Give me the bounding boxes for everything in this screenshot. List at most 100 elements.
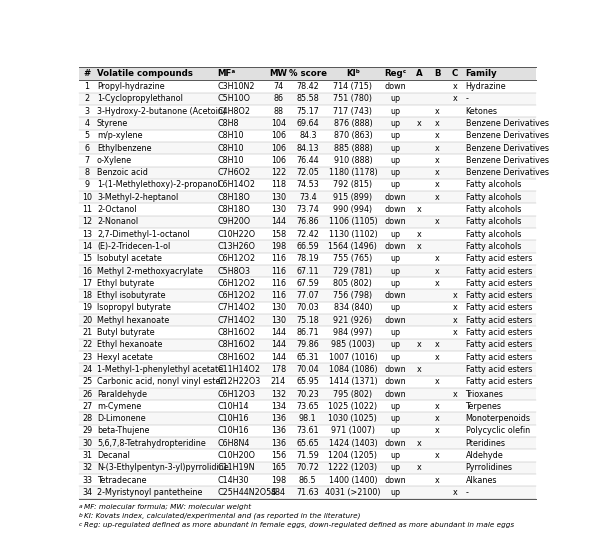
Text: Hexyl acetate: Hexyl acetate xyxy=(97,353,153,361)
Text: x: x xyxy=(434,131,439,140)
Text: C10H22O: C10H22O xyxy=(217,230,256,238)
Text: C3H10N2: C3H10N2 xyxy=(217,82,255,91)
Text: 971 (1007): 971 (1007) xyxy=(331,426,375,436)
Text: 72.05: 72.05 xyxy=(296,168,319,177)
Text: C7H6O2: C7H6O2 xyxy=(217,168,250,177)
Text: 76.86: 76.86 xyxy=(296,217,319,226)
Bar xyxy=(79,400,536,412)
Text: Isopropyl butyrate: Isopropyl butyrate xyxy=(97,303,171,313)
Text: x: x xyxy=(434,143,439,153)
Text: C6H12O2: C6H12O2 xyxy=(217,279,256,288)
Text: x: x xyxy=(416,365,421,374)
Bar xyxy=(79,474,536,487)
Text: Ethyl isobutyrate: Ethyl isobutyrate xyxy=(97,291,166,300)
Text: 79.86: 79.86 xyxy=(296,340,319,350)
Text: C14H30: C14H30 xyxy=(217,476,249,484)
Text: 136: 136 xyxy=(271,426,286,436)
Text: C6H12O2: C6H12O2 xyxy=(217,291,256,300)
Text: 14: 14 xyxy=(82,242,92,251)
Text: Fatty alcohols: Fatty alcohols xyxy=(466,193,521,202)
Bar xyxy=(79,363,536,375)
Text: 71.63: 71.63 xyxy=(296,488,319,497)
Text: down: down xyxy=(384,193,406,202)
Bar xyxy=(79,449,536,462)
Text: 2,7-Dimethyl-1-octanol: 2,7-Dimethyl-1-octanol xyxy=(97,230,190,238)
Text: 144: 144 xyxy=(271,328,286,337)
Bar xyxy=(79,216,536,228)
Text: 1030 (1025): 1030 (1025) xyxy=(328,414,377,423)
Text: Fatty acid esters: Fatty acid esters xyxy=(466,353,532,361)
Text: 86.71: 86.71 xyxy=(296,328,319,337)
Text: Fatty alcohols: Fatty alcohols xyxy=(466,217,521,226)
Bar xyxy=(79,252,536,265)
Text: 12: 12 xyxy=(82,217,92,226)
Text: 116: 116 xyxy=(271,291,286,300)
Text: x: x xyxy=(434,107,439,115)
Text: C4H8O2: C4H8O2 xyxy=(217,107,250,115)
Text: MW: MW xyxy=(269,69,287,78)
Bar xyxy=(79,339,536,351)
Text: KI: Kovats index, calculated/experimental and (as reported in the literature): KI: Kovats index, calculated/experimenta… xyxy=(84,513,361,519)
Text: Fatty acid esters: Fatty acid esters xyxy=(466,303,532,313)
Text: Fatty acid esters: Fatty acid esters xyxy=(466,377,532,386)
Text: 67.59: 67.59 xyxy=(296,279,319,288)
Text: 178: 178 xyxy=(271,365,286,374)
Bar xyxy=(79,129,536,142)
Text: 32: 32 xyxy=(82,463,92,473)
Text: 990 (994): 990 (994) xyxy=(334,205,373,214)
Text: C10H16: C10H16 xyxy=(217,414,249,423)
Text: 84.13: 84.13 xyxy=(296,143,319,153)
Text: 30: 30 xyxy=(82,439,92,448)
Text: -: - xyxy=(466,488,469,497)
Text: Paraldehyde: Paraldehyde xyxy=(97,389,147,398)
Text: x: x xyxy=(434,119,439,128)
Text: -: - xyxy=(466,95,469,103)
Text: 11: 11 xyxy=(82,205,92,214)
Text: 2-Nonanol: 2-Nonanol xyxy=(97,217,138,226)
Text: 106: 106 xyxy=(271,156,286,165)
Text: down: down xyxy=(384,242,406,251)
Text: 106: 106 xyxy=(271,143,286,153)
Text: B: B xyxy=(434,69,440,78)
Text: up: up xyxy=(390,303,400,313)
Text: 75.18: 75.18 xyxy=(296,316,319,325)
Text: 834 (840): 834 (840) xyxy=(334,303,372,313)
Text: 1025 (1022): 1025 (1022) xyxy=(328,402,377,411)
Text: 6: 6 xyxy=(85,143,89,153)
Text: up: up xyxy=(390,488,400,497)
Text: 98.1: 98.1 xyxy=(299,414,317,423)
Text: 66.59: 66.59 xyxy=(296,242,319,251)
Text: 729 (781): 729 (781) xyxy=(334,266,373,275)
Text: Decanal: Decanal xyxy=(97,451,130,460)
Text: Fatty acid esters: Fatty acid esters xyxy=(466,254,532,263)
Text: Propyl-hydrazine: Propyl-hydrazine xyxy=(97,82,164,91)
Bar xyxy=(79,487,536,498)
Text: x: x xyxy=(416,340,421,350)
Text: Fatty acid esters: Fatty acid esters xyxy=(466,365,532,374)
Text: 73.74: 73.74 xyxy=(296,205,319,214)
Text: 915 (899): 915 (899) xyxy=(334,193,373,202)
Bar xyxy=(79,67,536,81)
Text: 144: 144 xyxy=(271,217,286,226)
Text: Ethylbenzene: Ethylbenzene xyxy=(97,143,151,153)
Text: C10H20O: C10H20O xyxy=(217,451,255,460)
Text: C11H19N: C11H19N xyxy=(217,463,255,473)
Text: C5H10O: C5H10O xyxy=(217,95,250,103)
Text: Fatty acid esters: Fatty acid esters xyxy=(466,340,532,350)
Text: x: x xyxy=(416,242,421,251)
Text: up: up xyxy=(390,95,400,103)
Text: 1222 (1203): 1222 (1203) xyxy=(328,463,377,473)
Text: 69.64: 69.64 xyxy=(296,119,319,128)
Text: 104: 104 xyxy=(271,119,286,128)
Bar xyxy=(79,204,536,216)
Text: x: x xyxy=(434,254,439,263)
Text: b: b xyxy=(79,513,82,518)
Text: 85.58: 85.58 xyxy=(296,95,319,103)
Text: 714 (715): 714 (715) xyxy=(334,82,373,91)
Text: 70.03: 70.03 xyxy=(296,303,319,313)
Bar xyxy=(79,314,536,326)
Text: C10H16: C10H16 xyxy=(217,426,249,436)
Text: x: x xyxy=(434,156,439,165)
Text: 3-Methyl-2-heptanol: 3-Methyl-2-heptanol xyxy=(97,193,178,202)
Text: 985 (1003): 985 (1003) xyxy=(331,340,375,350)
